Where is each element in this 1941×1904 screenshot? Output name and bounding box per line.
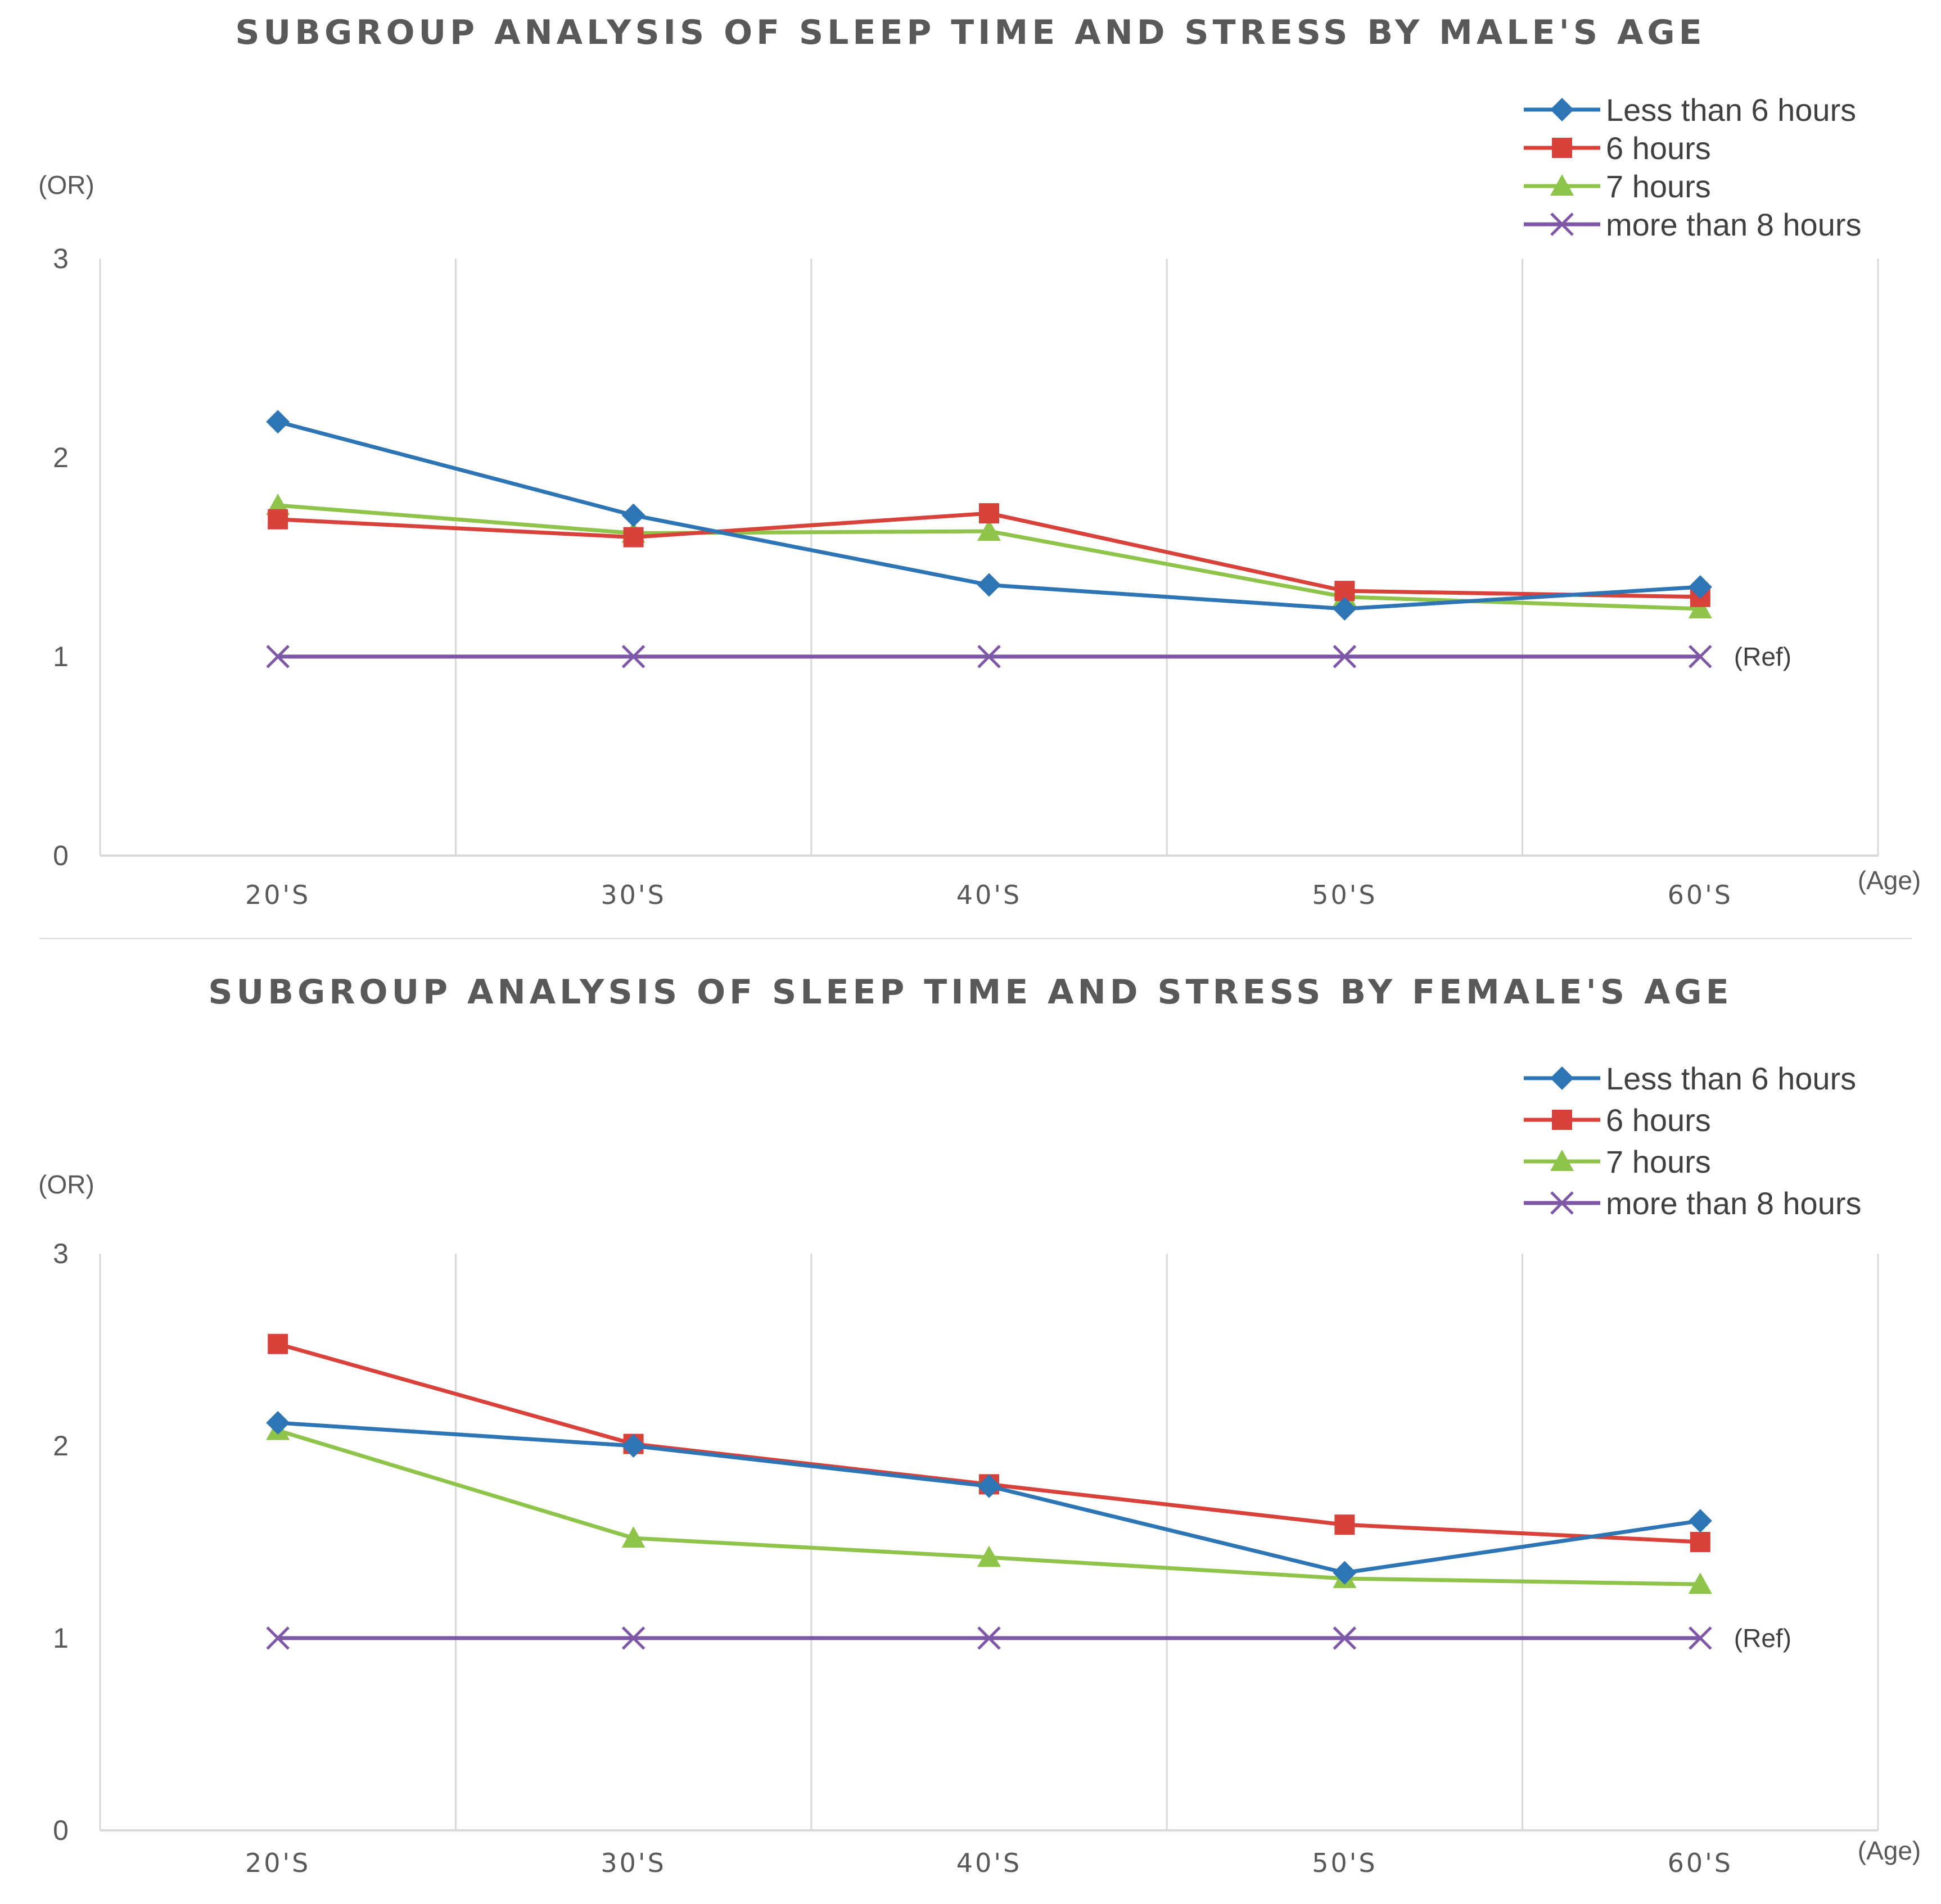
x-axis-label: (Age) [1858,1836,1921,1865]
data-point [1333,597,1357,621]
series-less-than-6 [266,410,1712,621]
y-axis-label: (OR) [38,1170,94,1199]
legend-label: 7 hours [1606,169,1711,204]
data-point [268,509,288,530]
series-less-than-6 [266,1410,1712,1585]
data-point [621,645,646,668]
ref-label: (Ref) [1734,642,1791,671]
y-axis-label: (OR) [38,170,94,200]
legend-marker [1550,1150,1574,1171]
data-point [621,503,646,527]
data-point [1688,597,1712,619]
legend-marker [1552,138,1572,158]
data-point [1333,1561,1357,1585]
legend-label: 6 hours [1606,1102,1711,1138]
legend-item: 7 hours [1524,1144,1711,1179]
legend-item: 6 hours [1524,130,1711,166]
legend-item: 6 hours [1524,1102,1711,1138]
y-tick-label: 1 [53,1622,69,1654]
legend-marker [1550,98,1574,121]
data-point [266,645,290,668]
data-point [621,1626,646,1650]
legend-item: Less than 6 hours [1524,92,1856,128]
legend-marker [1550,1191,1574,1215]
data-point [1688,1509,1712,1533]
data-point [1690,1532,1710,1552]
legend-item: Less than 6 hours [1524,1061,1856,1096]
series-more-than-8 [266,1626,1712,1650]
ref-label: (Ref) [1734,1623,1791,1653]
male-age-chart: SUBGROUP ANALYSIS OF SLEEP TIME AND STRE… [0,0,1941,933]
data-point [1689,1626,1712,1650]
data-point [1688,1572,1712,1594]
legend-label: Less than 6 hours [1606,92,1856,128]
y-tick-label: 0 [53,1815,69,1846]
data-point [621,1434,646,1458]
data-point [977,1545,1001,1567]
data-point [977,1474,1001,1498]
data-point [1333,645,1357,668]
legend-label: more than 8 hours [1606,207,1861,242]
series-more-than-8 [266,645,1712,668]
legend-label: 7 hours [1606,1144,1711,1179]
data-point [977,519,1001,541]
x-tick-label: 50'S [1312,1848,1377,1878]
legend-marker [1550,1066,1574,1090]
data-point [266,410,290,434]
y-tick-label: 3 [53,1238,69,1269]
data-point [977,1626,1001,1650]
y-tick-label: 2 [53,1430,69,1462]
legend-label: more than 8 hours [1606,1186,1861,1221]
x-tick-label: 30'S [601,1848,666,1878]
data-point [268,1333,288,1354]
chart-divider [39,938,1912,939]
data-point [1333,1626,1357,1650]
y-tick-label: 0 [53,840,69,871]
data-point [621,1526,646,1548]
y-tick-label: 3 [53,243,69,274]
x-tick-label: 40'S [956,1848,1022,1878]
x-tick-label: 30'S [601,880,666,910]
data-point [1689,645,1712,668]
x-tick-label: 60'S [1668,1848,1733,1878]
legend-item: more than 8 hours [1524,207,1861,242]
chart-svg: SUBGROUP ANALYSIS OF SLEEP TIME AND STRE… [38,973,1921,1878]
y-tick-label: 1 [53,641,69,672]
data-point [623,527,644,548]
data-point [1334,1514,1355,1535]
chart-title: SUBGROUP ANALYSIS OF SLEEP TIME AND STRE… [208,973,1732,1012]
chart-svg: SUBGROUP ANALYSIS OF SLEEP TIME AND STRE… [38,13,1921,910]
legend-item: more than 8 hours [1524,1186,1861,1221]
series-six [268,503,1710,607]
x-tick-label: 40'S [956,880,1022,910]
legend-marker [1550,174,1574,196]
legend-marker [1550,212,1574,236]
data-point [979,503,999,524]
x-tick-label: 20'S [245,880,310,910]
legend-label: Less than 6 hours [1606,1061,1856,1096]
series-line [277,1342,1700,1544]
data-point [977,573,1001,597]
legend-item: 7 hours [1524,169,1711,204]
x-axis-label: (Age) [1858,866,1921,895]
data-point [266,1410,290,1435]
data-point [266,1626,290,1650]
data-point [1688,575,1712,599]
y-tick-label: 2 [53,442,69,473]
x-tick-label: 60'S [1668,880,1733,910]
female-age-chart: SUBGROUP ANALYSIS OF SLEEP TIME AND STRE… [0,950,1941,1904]
series-six [268,1333,1710,1552]
legend-marker [1552,1110,1572,1130]
data-point [977,645,1001,668]
series-seven [266,1418,1712,1594]
legend: Less than 6 hours 6 hours 7 hours more than… [1524,1061,1861,1221]
x-tick-label: 50'S [1312,880,1377,910]
chart-title: SUBGROUP ANALYSIS OF SLEEP TIME AND STRE… [235,13,1705,52]
x-tick-label: 20'S [245,1848,310,1878]
legend-label: 6 hours [1606,130,1711,166]
